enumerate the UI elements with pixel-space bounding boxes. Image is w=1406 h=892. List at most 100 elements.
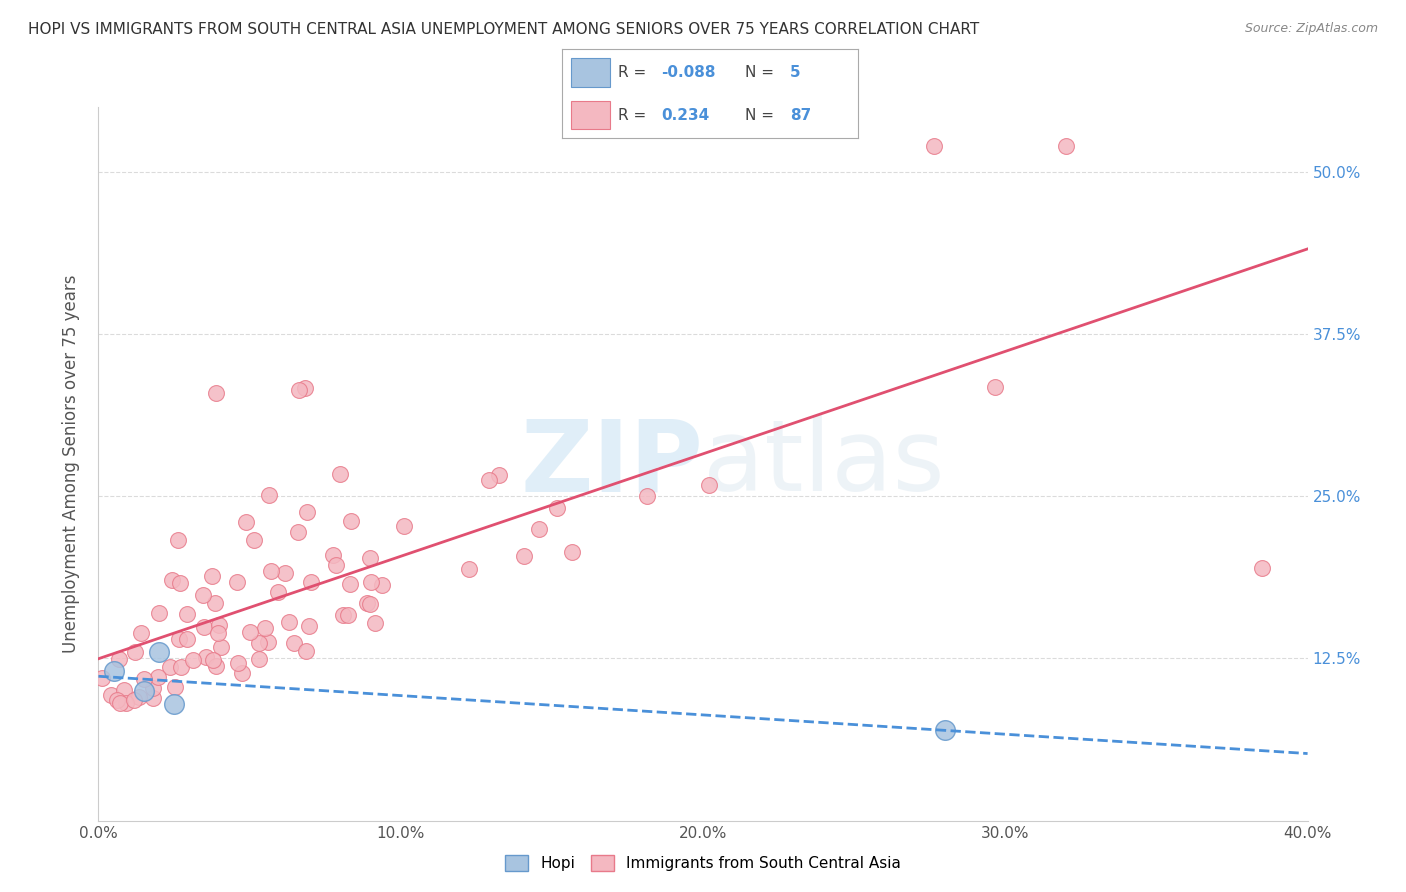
Point <box>371 578 394 592</box>
Point <box>697 478 720 492</box>
Point <box>360 575 382 590</box>
Point <box>298 619 321 633</box>
Point <box>193 620 215 634</box>
Point <box>142 681 165 695</box>
Point <box>191 588 214 602</box>
Point <box>297 505 319 519</box>
Point <box>295 644 318 658</box>
Point <box>148 645 170 659</box>
Point <box>108 696 131 710</box>
Point <box>159 659 181 673</box>
Point <box>176 607 198 621</box>
Point <box>457 562 479 576</box>
Point <box>247 636 270 650</box>
FancyBboxPatch shape <box>571 58 610 87</box>
Point <box>1251 560 1274 574</box>
Text: ZIP: ZIP <box>520 416 703 512</box>
Point <box>636 489 658 503</box>
Point <box>359 597 381 611</box>
Text: R =: R = <box>619 65 651 79</box>
Point <box>205 659 228 673</box>
Point <box>231 666 253 681</box>
Legend: Hopi, Immigrants from South Central Asia: Hopi, Immigrants from South Central Asia <box>499 849 907 877</box>
Point <box>209 640 232 654</box>
Point <box>90 671 112 685</box>
Point <box>488 467 510 482</box>
Point <box>287 524 309 539</box>
Point <box>336 608 359 623</box>
Point <box>226 574 249 589</box>
Point <box>294 381 316 395</box>
Text: atlas: atlas <box>703 416 945 512</box>
Point <box>114 696 136 710</box>
Text: N =: N = <box>745 65 779 79</box>
Point <box>167 632 190 646</box>
Point <box>339 577 361 591</box>
Point <box>142 690 165 705</box>
Point <box>364 615 387 630</box>
Point <box>128 690 150 705</box>
Point <box>204 596 226 610</box>
Point <box>257 635 280 649</box>
Text: HOPI VS IMMIGRANTS FROM SOUTH CENTRAL ASIA UNEMPLOYMENT AMONG SENIORS OVER 75 YE: HOPI VS IMMIGRANTS FROM SOUTH CENTRAL AS… <box>28 22 980 37</box>
Point <box>322 549 344 563</box>
Point <box>166 533 188 547</box>
Point <box>259 488 281 502</box>
Point <box>478 474 501 488</box>
Point <box>267 584 290 599</box>
Point <box>170 660 193 674</box>
Text: 0.234: 0.234 <box>661 108 710 122</box>
Point <box>165 681 187 695</box>
Point <box>254 621 277 635</box>
Point <box>201 652 224 666</box>
Point <box>339 514 361 528</box>
Point <box>124 645 146 659</box>
Text: 5: 5 <box>790 65 800 79</box>
Point <box>205 385 228 400</box>
Point <box>1054 139 1077 153</box>
Point <box>183 653 205 667</box>
Point <box>100 688 122 702</box>
Point <box>392 519 415 533</box>
Point <box>194 650 217 665</box>
Point <box>103 665 125 679</box>
Point <box>129 625 152 640</box>
Point <box>169 576 191 591</box>
Point <box>356 596 378 610</box>
Point <box>934 723 956 737</box>
Point <box>546 500 568 515</box>
Point <box>278 615 301 629</box>
Text: Source: ZipAtlas.com: Source: ZipAtlas.com <box>1244 22 1378 36</box>
Point <box>226 657 249 671</box>
Point <box>259 564 281 578</box>
Text: N =: N = <box>745 108 779 122</box>
Point <box>242 533 264 547</box>
FancyBboxPatch shape <box>571 101 610 129</box>
Point <box>274 566 297 580</box>
Text: R =: R = <box>619 108 651 122</box>
Point <box>332 607 354 622</box>
Point <box>108 651 131 665</box>
Point <box>283 636 305 650</box>
Point <box>163 697 186 711</box>
Point <box>134 673 156 687</box>
Text: 87: 87 <box>790 108 811 122</box>
Point <box>105 692 128 706</box>
Point <box>529 523 551 537</box>
Point <box>984 380 1007 394</box>
Point <box>924 139 946 153</box>
Point <box>112 682 135 697</box>
Point <box>235 515 257 529</box>
Point <box>160 573 183 587</box>
Point <box>247 652 270 666</box>
Point <box>325 558 347 573</box>
Point <box>148 607 170 621</box>
Point <box>238 624 260 639</box>
Point <box>207 626 229 640</box>
Point <box>513 549 536 563</box>
Text: -0.088: -0.088 <box>661 65 716 79</box>
Point <box>329 467 352 481</box>
Point <box>208 617 231 632</box>
Point <box>176 632 198 646</box>
Point <box>359 550 381 565</box>
